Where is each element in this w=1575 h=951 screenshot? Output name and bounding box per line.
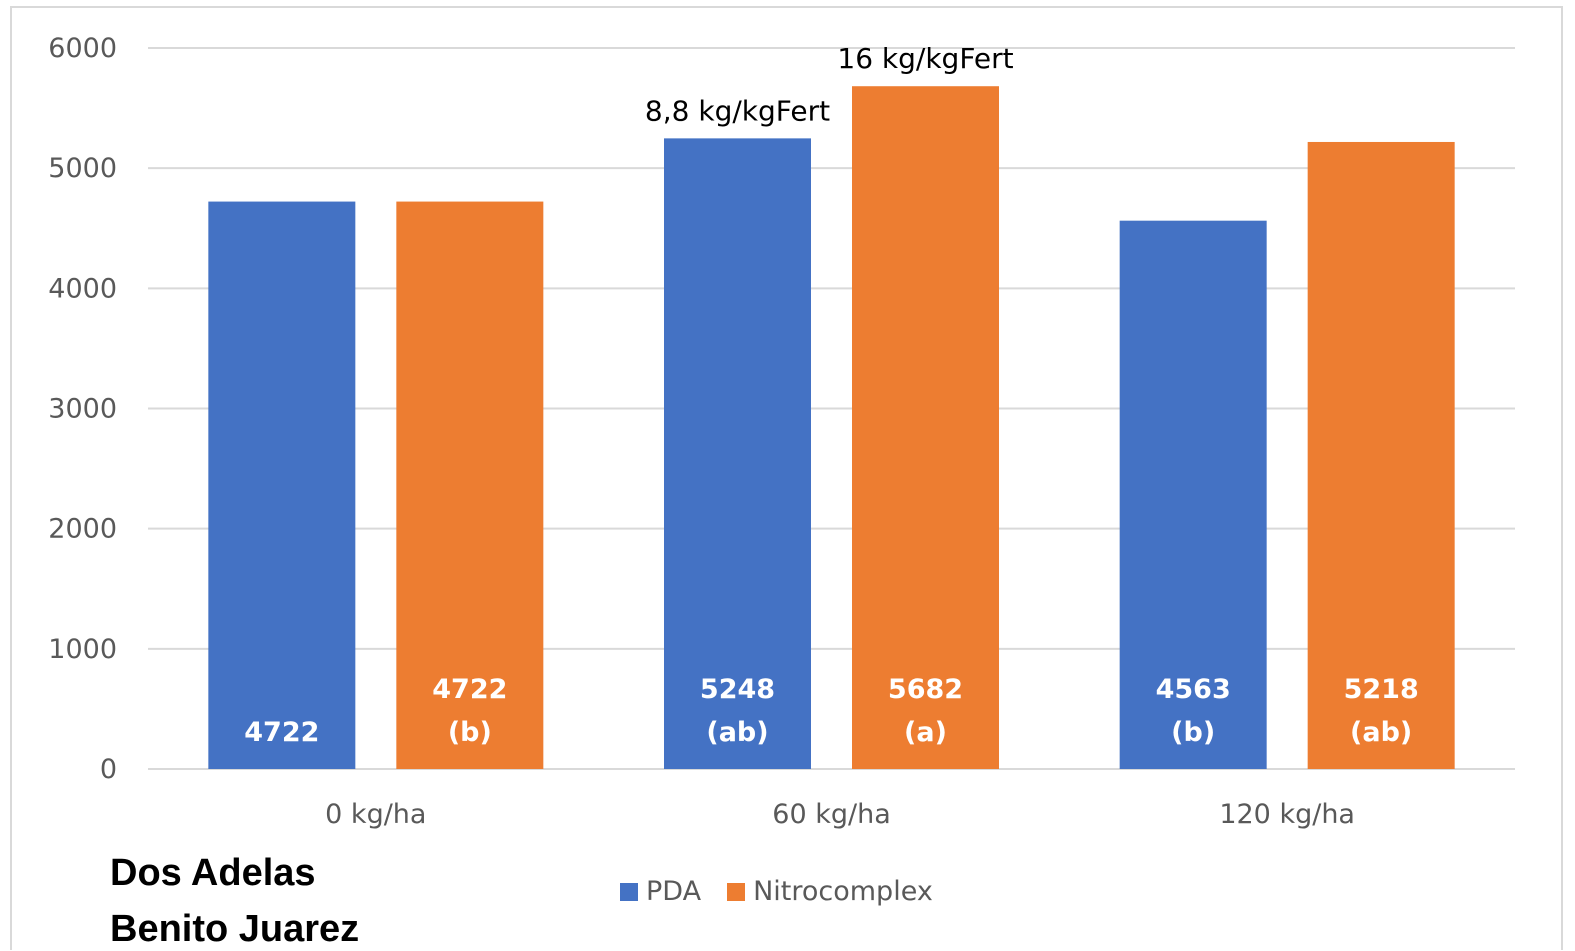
y-axis-ticks: 0 1000 2000 3000 4000 5000 6000 xyxy=(48,33,117,785)
y-tick-label: 1000 xyxy=(48,634,117,665)
y-tick-label: 3000 xyxy=(48,394,117,425)
bar-data-label: 4563 xyxy=(1156,674,1231,705)
y-tick-label: 2000 xyxy=(48,514,117,545)
bar-data-label: 5218 xyxy=(1344,674,1419,705)
bar-data-label: (b) xyxy=(1171,717,1215,748)
bar-data-label: 5682 xyxy=(888,674,963,705)
bar-data-label: 4722 xyxy=(432,674,507,705)
legend: PDA Nitrocomplex xyxy=(620,876,959,907)
bar xyxy=(1119,220,1267,769)
legend-swatch-nitrocomplex xyxy=(727,882,746,901)
legend-item-nitrocomplex: Nitrocomplex xyxy=(727,876,933,907)
bar xyxy=(1307,141,1455,769)
bar-data-label: 5248 xyxy=(700,674,775,705)
x-axis-ticks: 0 kg/ha 60 kg/ha 120 kg/ha xyxy=(325,799,1355,830)
bar xyxy=(208,201,356,769)
y-tick-label: 6000 xyxy=(48,33,117,64)
bars xyxy=(208,86,1455,769)
bar-data-label: (b) xyxy=(448,717,492,748)
x-tick-label: 0 kg/ha xyxy=(325,799,426,830)
x-tick-label: 120 kg/ha xyxy=(1219,799,1355,830)
bar xyxy=(852,86,999,769)
y-tick-label: 4000 xyxy=(48,273,117,304)
y-tick-label: 5000 xyxy=(48,153,117,184)
bar xyxy=(396,201,544,769)
bar-data-label: 4722 xyxy=(244,717,319,748)
x-tick-label: 60 kg/ha xyxy=(772,799,890,830)
legend-label-nitrocomplex: Nitrocomplex xyxy=(753,876,933,907)
legend-item-pda: PDA xyxy=(620,876,701,907)
bar xyxy=(664,138,811,769)
annotation-label: 8,8 kg/kgFert xyxy=(645,94,830,127)
location-line-2: Benito Juarez xyxy=(110,908,360,950)
bar-data-label: (ab) xyxy=(706,717,768,748)
annotation-label: 16 kg/kgFert xyxy=(837,42,1013,75)
legend-swatch-pda xyxy=(620,882,638,901)
bar-labels: 4722 4722 (b) 5248 (ab) 5682 (a) 4563 (b) 5218 (ab… xyxy=(244,674,1418,748)
bar-data-label: (a) xyxy=(904,717,947,748)
legend-label-pda: PDA xyxy=(646,876,702,907)
gridlines xyxy=(148,47,1515,770)
y-tick-label: 0 xyxy=(100,754,117,785)
location-line-1: Dos Adelas xyxy=(110,852,316,894)
bar-data-label: (ab) xyxy=(1350,717,1412,748)
